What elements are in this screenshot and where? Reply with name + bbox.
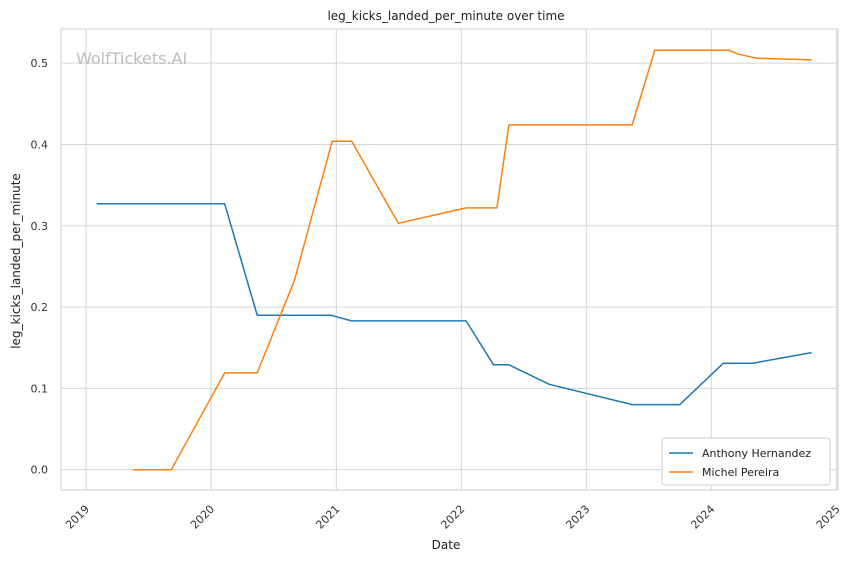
y-tick-label: 0.2 — [31, 301, 49, 314]
series-line-anthony-hernandez — [96, 203, 812, 406]
y-tick-label: 0.1 — [31, 382, 49, 395]
legend: Anthony Hernandez Michel Pereira — [661, 437, 831, 486]
x-tick-label: 2021 — [313, 503, 342, 532]
legend-label: Michel Pereira — [702, 466, 779, 479]
x-axis-ticks: 2019 2020 2021 2022 2023 2024 2025 — [63, 503, 843, 532]
chart-title: leg_kicks_landed_per_minute over time — [327, 9, 564, 23]
grid-lines — [61, 29, 838, 490]
legend-box — [661, 437, 831, 486]
x-tick-label: 2022 — [438, 503, 467, 532]
x-tick-label: 2019 — [63, 503, 92, 532]
x-tick-label: 2023 — [563, 503, 592, 532]
y-axis-ticks: 0.0 0.1 0.2 0.3 0.4 0.5 — [31, 57, 49, 477]
series-line-michel-pereira — [132, 49, 812, 471]
y-tick-label: 0.3 — [31, 220, 49, 233]
plot-area — [60, 28, 839, 491]
legend-label: Anthony Hernandez — [702, 447, 811, 460]
y-tick-label: 0.5 — [31, 57, 49, 70]
watermark-text: WolfTickets.AI — [76, 49, 187, 68]
y-axis-label: leg_kicks_landed_per_minute — [9, 173, 23, 349]
x-tick-label: 2025 — [814, 503, 843, 532]
y-tick-label: 0.0 — [31, 464, 49, 477]
x-tick-label: 2024 — [688, 503, 717, 532]
y-tick-label: 0.4 — [31, 138, 49, 151]
series-lines — [96, 49, 812, 471]
x-tick-label: 2020 — [188, 503, 217, 532]
x-axis-label: Date — [432, 538, 461, 552]
